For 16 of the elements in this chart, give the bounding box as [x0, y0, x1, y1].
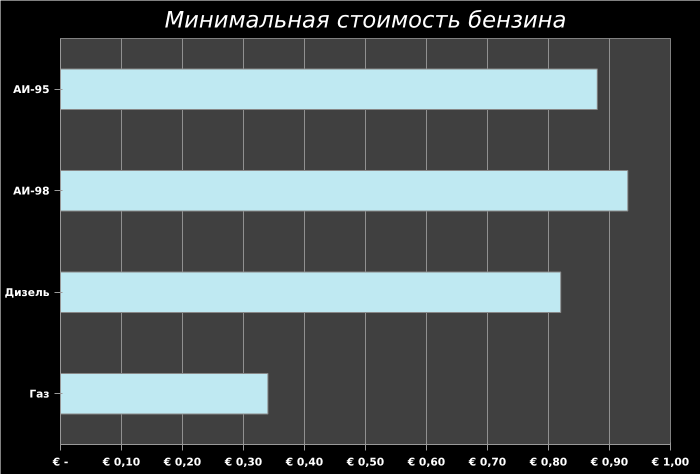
x-tick-label: € 0,90 — [590, 456, 628, 468]
x-tick-label: € 0,80 — [528, 456, 568, 468]
y-tick-label: АИ-95 — [13, 82, 50, 96]
x-tick-label: € 1,00 — [650, 456, 690, 468]
y-tick-label: АИ-98 — [13, 184, 50, 198]
x-tick-label: € 0,70 — [468, 456, 506, 468]
x-tick-label: € 0,30 — [224, 456, 262, 468]
y-tick-label: Газ — [29, 387, 50, 400]
x-tick-label: € 0,40 — [284, 456, 324, 468]
x-tick-label: € 0,20 — [162, 456, 202, 468]
y-tick-label: Дизель — [4, 286, 50, 299]
x-tick-label: € 0,50 — [346, 456, 384, 468]
x-tick-label: € 0,10 — [102, 456, 140, 468]
x-tick-label: € - — [52, 456, 68, 468]
chart-title: Минимальная стоимость бензина — [164, 8, 566, 34]
x-tick-label: € 0,60 — [406, 456, 446, 468]
